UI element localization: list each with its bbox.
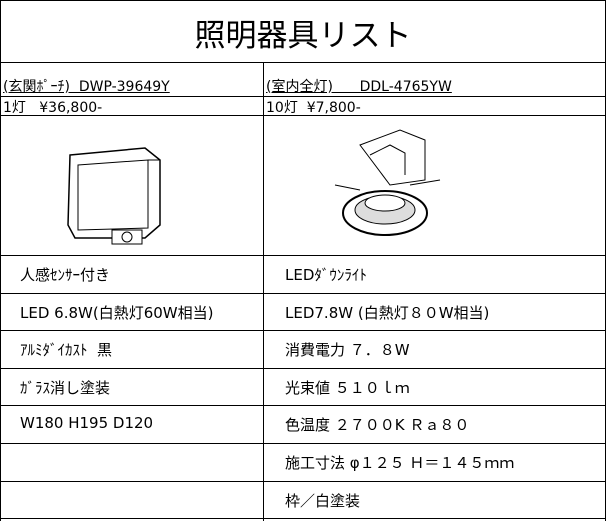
rule [0,405,606,406]
spec: W180 H195 D120 [20,414,154,432]
column-header: (玄関ﾎﾟｰﾁ) DWP-39649Y [3,79,170,95]
spec: 施工寸法 φ１２５ Ｈ＝１４５ｍｍ [285,454,515,472]
rule [0,443,606,444]
rule [0,368,606,369]
title: 照明器具リスト [194,18,412,54]
rule [0,96,606,97]
spec: 色温度 ２７００K Ｒａ８０ [285,416,470,434]
rule [0,481,606,482]
spec: ｱﾙﾐﾀﾞｲｶｽﾄ 黒 [20,341,113,359]
rule [263,62,264,521]
rule [0,0,1,521]
spec: ｶﾞﾗｽ消し塗装 [20,379,111,397]
rule [0,518,606,519]
rule [0,115,606,116]
spec: 消費電力 ７．８W [285,341,410,359]
porch-light-image [67,147,161,245]
column-header: (室内全灯) DDL-4765YW [266,79,452,95]
spec: LED 6.8W(白熱灯60W相当) [20,304,214,322]
downlight-image [334,129,441,236]
price: 1灯 ¥36,800- [3,100,103,116]
rule [0,293,606,294]
rule [0,330,606,331]
spec: 枠／白塗装 [285,492,361,510]
spec: LED7.8W (白熱灯８０W相当) [285,304,490,322]
spec: 光束値 ５１０ｌｍ [285,379,410,397]
spec: 人感ｾﾝｻｰ付き [20,266,111,284]
price: 10灯 ¥7,800- [266,100,361,116]
spec: LEDﾀﾞｳﾝﾗｲﾄ [285,266,367,284]
rule [605,0,606,521]
rule [0,62,606,63]
rule [0,255,606,256]
rule [0,0,606,1]
